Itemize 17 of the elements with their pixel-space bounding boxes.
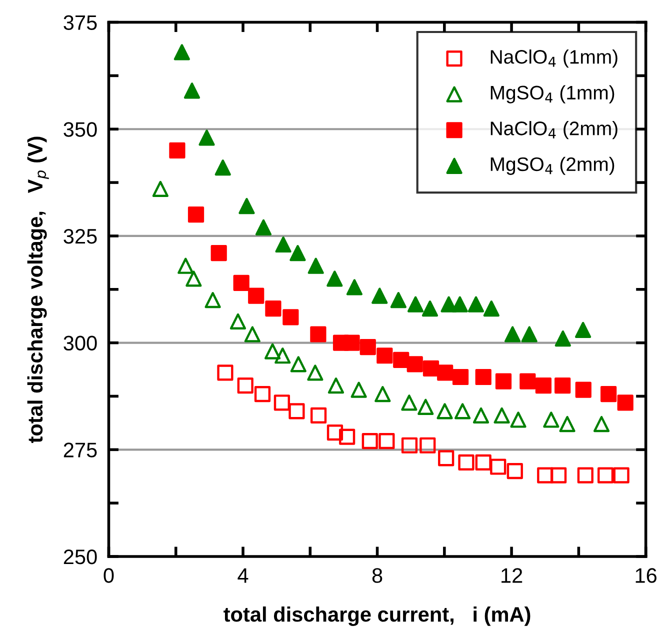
x-tick-label: 0: [104, 568, 114, 583]
y-tick-label: 300: [64, 336, 97, 351]
x-axis-title: total discharge current, i (mA): [224, 606, 530, 626]
x-tick-label: 4: [238, 568, 248, 583]
legend-label: NaClO$_{4}$ (2mm): [490, 121, 618, 140]
legend-label: MgSO$_{4}$ (1mm): [490, 85, 614, 104]
legend-label: NaClO$_{4}$ (1mm): [490, 49, 618, 68]
x-tick-label: 16: [636, 568, 656, 583]
y-tick-label: 275: [64, 442, 97, 458]
y-tick-label: 250: [64, 550, 97, 564]
y-tick-label: 350: [64, 122, 97, 137]
y-tick-label: 375: [64, 15, 97, 30]
x-tick-label: 8: [372, 568, 382, 583]
y-axis-title: total discharge voltage, V$_{p}$ (V): [27, 136, 49, 443]
x-tick-label: 12: [502, 568, 522, 583]
legend-label: MgSO$_{4}$ (2mm): [490, 156, 614, 175]
y-tick-label: 325: [64, 228, 97, 244]
